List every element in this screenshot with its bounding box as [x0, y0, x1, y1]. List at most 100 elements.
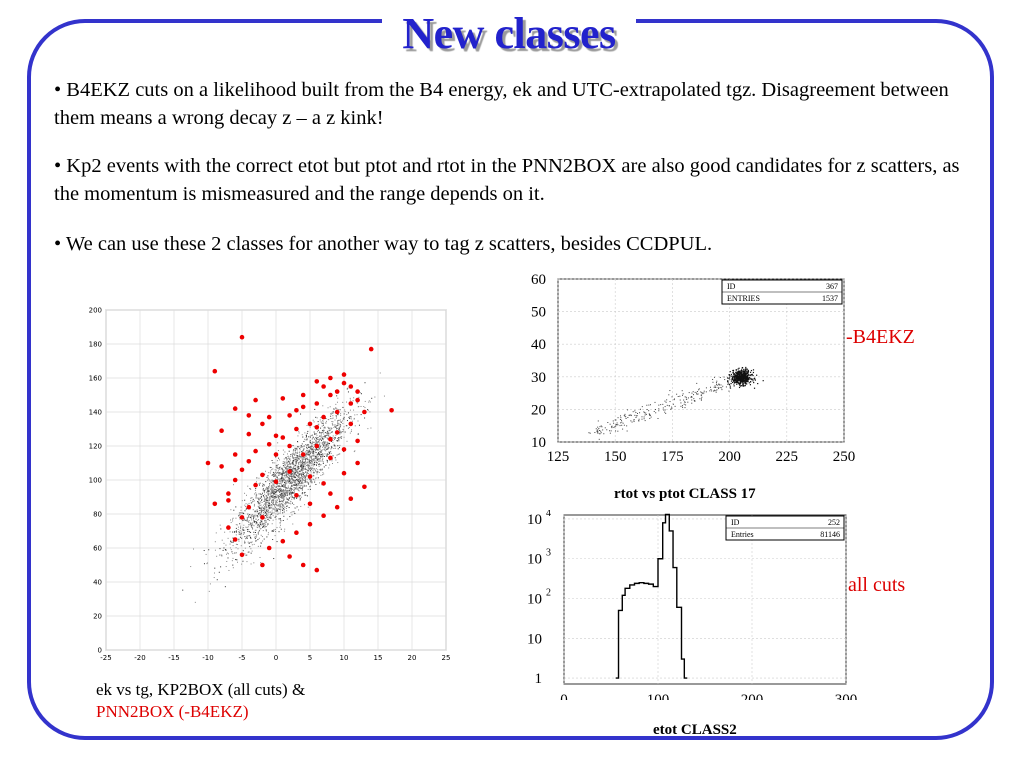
data-point: [323, 436, 325, 438]
data-point: [280, 495, 282, 497]
data-point: [244, 499, 246, 501]
data-point: [318, 441, 320, 443]
data-point: [272, 492, 274, 494]
data-point: [713, 376, 715, 378]
data-point: [253, 562, 255, 564]
data-point: [313, 452, 315, 454]
data-point: [317, 441, 319, 443]
data-point: [729, 375, 731, 377]
data-point: [275, 497, 277, 499]
data-point: [301, 484, 303, 486]
data-point: [350, 430, 352, 432]
data-point: [735, 381, 737, 383]
data-point: [298, 452, 300, 454]
data-point: [751, 378, 753, 381]
data-point: [245, 508, 247, 510]
data-point: [330, 448, 332, 450]
data-point: [309, 470, 311, 472]
data-point: [259, 510, 261, 512]
data-point: [314, 481, 316, 483]
data-point: [266, 499, 268, 501]
data-point: [272, 468, 274, 470]
data-point: [290, 490, 292, 492]
y-tick-label: 60: [93, 545, 102, 553]
data-point: [272, 515, 274, 517]
stats-box-rtot: ID 367 ENTRIES 1537: [721, 279, 843, 305]
data-point: [307, 467, 309, 469]
data-point: [368, 400, 370, 402]
data-point: [262, 495, 264, 497]
data-point: [296, 487, 298, 489]
data-point: [316, 437, 318, 439]
data-point: [313, 450, 315, 452]
red-data-point: [341, 447, 347, 452]
data-point: [318, 460, 320, 462]
data-point: [248, 502, 250, 504]
data-point: [324, 453, 326, 455]
data-point: [336, 428, 338, 430]
data-point: [288, 461, 290, 463]
data-point: [252, 528, 254, 530]
data-point: [334, 436, 336, 438]
data-point: [360, 393, 362, 395]
data-point: [283, 494, 285, 496]
data-point: [307, 430, 309, 432]
y-tick-label: 1: [535, 671, 543, 687]
data-point: [264, 519, 266, 521]
data-point: [314, 451, 316, 453]
x-tick-label: 25: [442, 654, 451, 662]
data-point: [279, 490, 281, 492]
data-point: [266, 501, 268, 503]
data-point: [292, 463, 294, 465]
data-point: [231, 551, 233, 553]
data-point: [335, 459, 337, 461]
data-point: [319, 464, 321, 466]
data-point: [314, 469, 316, 471]
data-point: [259, 510, 261, 512]
data-point: [277, 470, 279, 472]
data-point: [297, 476, 299, 478]
data-point: [302, 472, 304, 474]
data-point: [317, 449, 319, 451]
data-point: [335, 416, 337, 418]
data-point: [690, 396, 692, 398]
data-point: [337, 420, 339, 422]
data-point: [268, 507, 270, 509]
stats-id-label: ID: [731, 518, 740, 527]
data-point: [275, 518, 277, 520]
data-point: [301, 472, 303, 474]
data-point: [299, 487, 301, 489]
data-point: [269, 511, 271, 513]
data-point: [278, 498, 280, 500]
data-point: [663, 409, 665, 411]
data-point: [287, 494, 289, 496]
data-point: [327, 407, 329, 409]
data-point: [299, 498, 301, 500]
data-point: [648, 410, 650, 412]
data-point: [284, 473, 286, 475]
data-point: [227, 537, 229, 539]
data-point: [247, 513, 249, 515]
data-point: [267, 534, 269, 536]
data-point: [265, 517, 267, 519]
data-point: [297, 480, 299, 482]
data-point: [611, 425, 613, 427]
data-point: [644, 420, 646, 422]
data-point: [305, 471, 307, 473]
data-point: [291, 495, 293, 497]
data-point: [325, 441, 327, 443]
data-point: [268, 501, 270, 503]
data-point: [259, 515, 261, 517]
data-point: [300, 483, 302, 485]
red-data-point: [348, 496, 354, 501]
data-point: [277, 505, 279, 507]
data-point: [323, 429, 325, 431]
data-point: [273, 476, 275, 478]
data-point: [318, 465, 320, 467]
data-point: [301, 489, 303, 491]
data-point: [280, 494, 282, 496]
data-point: [742, 383, 745, 385]
annotation-all-cuts: all cuts: [848, 574, 906, 596]
data-point: [268, 503, 270, 505]
data-point: [744, 370, 746, 372]
